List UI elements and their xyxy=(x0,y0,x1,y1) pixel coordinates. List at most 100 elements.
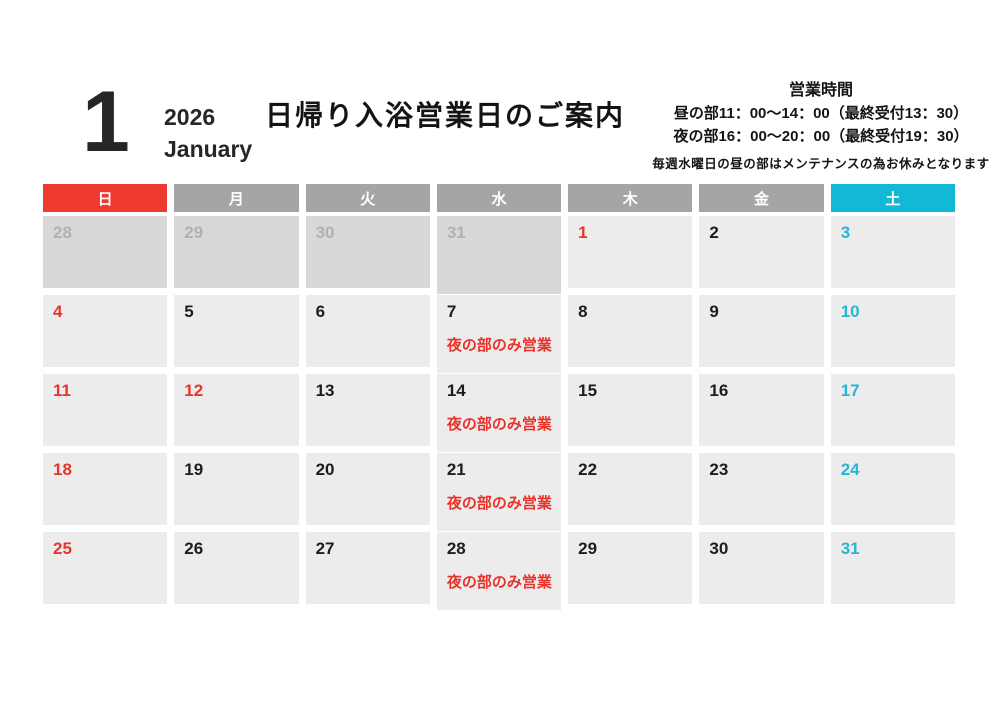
day-number: 17 xyxy=(840,381,860,400)
year-month-block: 2026 January xyxy=(164,101,252,165)
day-number: 21 xyxy=(446,460,466,479)
week-row-5: 25 26 27 28 夜の部のみ営業 29 30 31 xyxy=(43,532,955,610)
day-cell-w4-18: 18 xyxy=(43,453,168,525)
day-cell-w1-1: 1 xyxy=(568,216,693,288)
day-number: 20 xyxy=(315,460,335,479)
day-number: 31 xyxy=(446,223,466,242)
day-cell-w1-2: 2 xyxy=(699,216,824,288)
day-cell-w2-6: 6 xyxy=(305,295,430,367)
day-cell-w2-5: 5 xyxy=(174,295,299,367)
day-cell-w1-31: 31 xyxy=(436,216,562,294)
day-cell-w4-21: 21 夜の部のみ営業 xyxy=(436,453,562,531)
month-name-label: January xyxy=(164,136,253,163)
day-number: 29 xyxy=(578,539,598,558)
day-cell-w4-20: 20 xyxy=(305,453,430,525)
day-number: 22 xyxy=(578,460,598,479)
day-cell-w4-19: 19 xyxy=(174,453,299,525)
day-number: 27 xyxy=(315,539,335,558)
day-session-hours: 昼の部11：00～14：00（最終受付13：30） xyxy=(673,105,969,122)
day-number: 19 xyxy=(184,460,204,479)
page-title: 日帰り入浴営業日のご案内 xyxy=(265,100,626,131)
day-number: 25 xyxy=(53,539,72,558)
day-number: 11 xyxy=(53,381,71,400)
day-cell-w2-10: 10 xyxy=(830,295,955,367)
night-only-note: 夜の部のみ営業 xyxy=(446,416,552,434)
day-number: 8 xyxy=(578,302,588,321)
business-hours-block: 営業時間 昼の部11：00～14：00（最終受付13：30） 夜の部16：00～… xyxy=(645,76,997,172)
day-number: 2 xyxy=(709,223,719,242)
day-cell-w2-9: 9 xyxy=(699,295,824,367)
day-number: 30 xyxy=(709,539,729,558)
day-cell-w1-3: 3 xyxy=(830,216,955,288)
day-number: 15 xyxy=(578,381,598,400)
day-cell-w4-23: 23 xyxy=(699,453,824,525)
day-number: 9 xyxy=(709,302,719,321)
weekday-header-4: 木 xyxy=(568,184,693,212)
day-number: 14 xyxy=(446,381,466,400)
weekday-header-3: 水 xyxy=(436,184,562,212)
week-row-2: 4 5 6 7 夜の部のみ営業 8 9 10 xyxy=(43,295,955,373)
day-number: 3 xyxy=(840,223,851,242)
day-cell-w5-31: 31 xyxy=(830,532,955,604)
day-number: 30 xyxy=(315,223,335,242)
night-session-hours: 夜の部16：00～20：00（最終受付19：30） xyxy=(673,127,969,145)
calendar: 日月火水木金土 28 29 30 31 1 2 3 4 5 6 7 夜の部のみ営業 8 9 10 11 12 13… xyxy=(43,184,955,611)
day-number: 5 xyxy=(184,302,194,321)
weekday-header-6: 土 xyxy=(830,184,955,212)
day-number: 24 xyxy=(840,460,860,479)
month-number: 1 xyxy=(82,74,130,170)
day-number: 28 xyxy=(53,223,72,242)
maintenance-note: 毎週水曜日の昼の部はメンテナンスの為お休みとなります xyxy=(652,157,990,171)
day-number: 18 xyxy=(53,460,72,479)
day-cell-w3-13: 13 xyxy=(305,374,430,446)
day-number: 1 xyxy=(578,223,588,242)
day-cell-w3-11: 11 xyxy=(43,374,168,446)
day-number: 28 xyxy=(446,539,466,558)
day-cell-w3-17: 17 xyxy=(830,374,955,446)
day-cell-w2-7: 7 夜の部のみ営業 xyxy=(436,295,562,373)
weekday-header-0: 日 xyxy=(43,184,168,212)
calendar-grid: 28 29 30 31 1 2 3 4 5 6 7 夜の部のみ営業 8 9 10 11 12 13 14 夜の部のみ営… xyxy=(43,216,955,610)
weekday-header-5: 金 xyxy=(699,184,824,212)
night-only-note: 夜の部のみ営業 xyxy=(446,495,552,513)
day-number: 29 xyxy=(184,223,204,242)
week-row-3: 11 12 13 14 夜の部のみ営業 15 16 17 xyxy=(43,374,955,452)
day-number: 23 xyxy=(709,460,729,479)
day-cell-w2-8: 8 xyxy=(568,295,693,367)
day-cell-w5-25: 25 xyxy=(43,532,168,604)
weekday-header-2: 火 xyxy=(305,184,430,212)
day-cell-w5-30: 30 xyxy=(699,532,824,604)
day-cell-w3-12: 12 xyxy=(174,374,299,446)
day-cell-w2-4: 4 xyxy=(43,295,168,367)
day-cell-w1-28: 28 xyxy=(43,216,168,288)
day-cell-w5-26: 26 xyxy=(174,532,299,604)
day-cell-w4-24: 24 xyxy=(830,453,955,525)
day-number: 10 xyxy=(840,302,860,321)
day-number: 4 xyxy=(53,302,63,321)
day-number: 12 xyxy=(184,381,204,400)
day-cell-w1-29: 29 xyxy=(174,216,299,288)
business-hours-heading: 営業時間 xyxy=(788,82,853,99)
weekday-header-row: 日月火水木金土 xyxy=(43,184,955,212)
year-label: 2026 xyxy=(164,104,216,130)
night-only-note: 夜の部のみ営業 xyxy=(446,574,552,592)
day-cell-w4-22: 22 xyxy=(568,453,693,525)
day-number: 6 xyxy=(315,302,326,321)
day-number: 13 xyxy=(315,381,335,400)
day-cell-w5-27: 27 xyxy=(305,532,430,604)
day-number: 26 xyxy=(184,539,204,558)
day-number: 31 xyxy=(840,539,860,558)
day-cell-w5-28: 28 夜の部のみ営業 xyxy=(436,532,562,610)
week-row-4: 18 19 20 21 夜の部のみ営業 22 23 24 xyxy=(43,453,955,531)
night-only-note: 夜の部のみ営業 xyxy=(446,337,552,355)
week-row-1: 28 29 30 31 1 2 3 xyxy=(43,216,955,294)
day-number: 16 xyxy=(709,381,729,400)
day-cell-w3-16: 16 xyxy=(699,374,824,446)
day-cell-w1-30: 30 xyxy=(305,216,430,288)
day-cell-w5-29: 29 xyxy=(568,532,693,604)
day-number: 7 xyxy=(446,302,457,321)
day-cell-w3-15: 15 xyxy=(568,374,693,446)
weekday-header-1: 月 xyxy=(174,184,299,212)
day-cell-w3-14: 14 夜の部のみ営業 xyxy=(436,374,562,452)
